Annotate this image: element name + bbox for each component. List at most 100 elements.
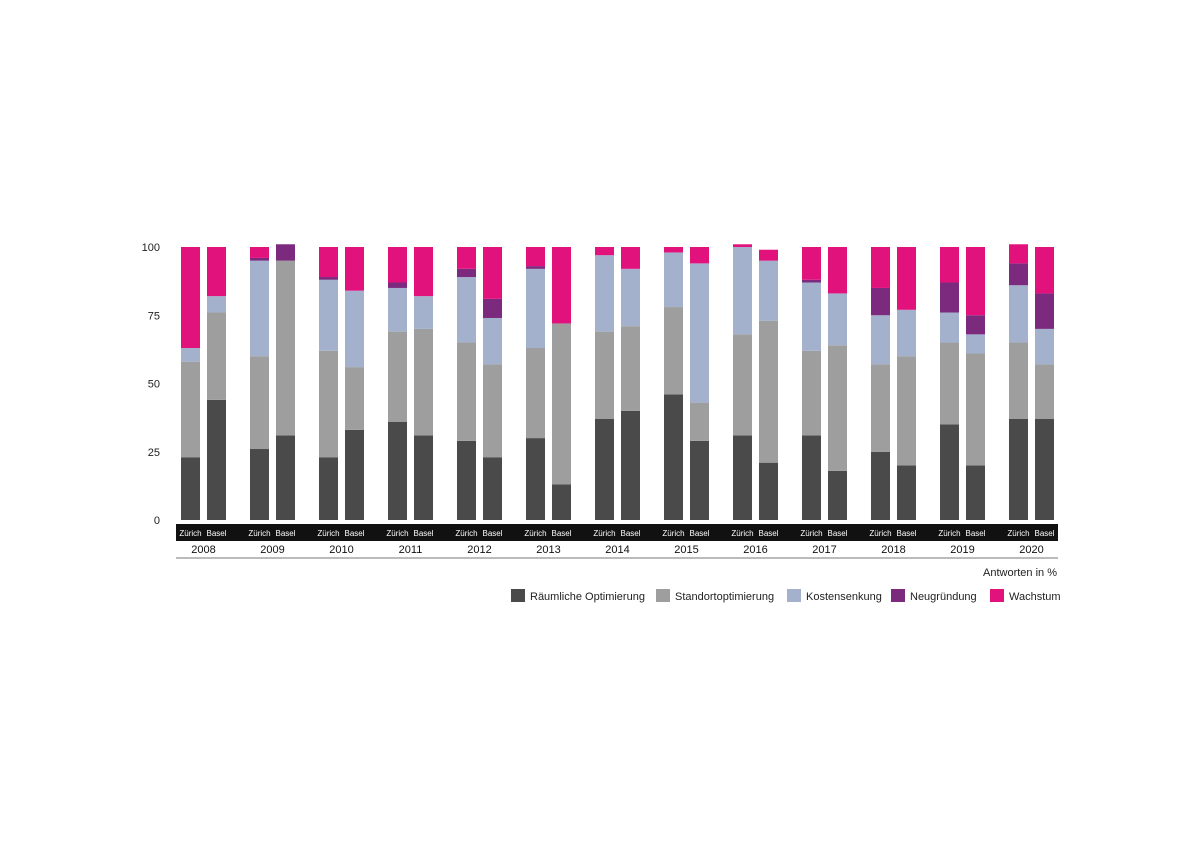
- bar-segment: [759, 249, 778, 261]
- bar-segment: [457, 277, 476, 343]
- bar-segment: [1009, 418, 1028, 520]
- bar-segment: [483, 298, 502, 318]
- category-label: Basel: [758, 529, 778, 538]
- bar-segment: [897, 247, 916, 310]
- bar-segment: [414, 247, 433, 297]
- bar-segment: [388, 287, 407, 332]
- category-label: Basel: [965, 529, 985, 538]
- bar-segment: [276, 244, 295, 261]
- legend-label: Wachstum: [1009, 591, 1061, 603]
- bar-segment: [733, 244, 752, 247]
- bar-segment: [319, 457, 338, 520]
- bar-segment: [940, 312, 959, 343]
- bar-segment: [871, 287, 890, 316]
- bar-segment: [595, 255, 614, 332]
- bar-segment: [1035, 247, 1054, 294]
- bar-segment: [828, 470, 847, 520]
- category-labels: Zürich Basel Zürich Basel Zürich Basel Zürich B…: [179, 529, 1054, 538]
- bar-segment: [940, 282, 959, 313]
- legend-swatch: [990, 589, 1004, 602]
- bar-segment: [388, 421, 407, 520]
- bar-segment: [871, 247, 890, 288]
- bar-segment: [897, 356, 916, 466]
- bar-segment: [664, 252, 683, 308]
- category-label: Basel: [827, 529, 847, 538]
- bar-segment: [526, 247, 545, 267]
- bar-segment: [345, 247, 364, 291]
- bar-segment: [871, 315, 890, 365]
- category-label: Zürich: [386, 529, 408, 538]
- bar-segment: [664, 247, 683, 253]
- category-label: Zürich: [869, 529, 891, 538]
- category-label: Zürich: [179, 529, 201, 538]
- category-label: Zürich: [524, 529, 546, 538]
- category-label: Basel: [344, 529, 364, 538]
- category-label: Zürich: [938, 529, 960, 538]
- legend-label: Neugründung: [910, 591, 977, 603]
- year-label: 2012: [467, 544, 491, 556]
- category-label: Basel: [689, 529, 709, 538]
- bar-segment: [457, 247, 476, 269]
- bar-segment: [319, 247, 338, 278]
- bar-segment: [414, 296, 433, 329]
- bar-segment: [966, 334, 985, 354]
- bar-segment: [552, 247, 571, 324]
- bar-segment: [1035, 328, 1054, 365]
- bar-segment: [276, 260, 295, 436]
- bar-segment: [802, 435, 821, 520]
- bar-segment: [690, 402, 709, 441]
- bar-segment: [759, 260, 778, 321]
- bar-segment: [940, 342, 959, 425]
- bar-segment: [897, 309, 916, 357]
- bar-segment: [388, 282, 407, 288]
- y-tick-label: 25: [148, 447, 160, 459]
- bar-segment: [1009, 263, 1028, 286]
- category-label: Basel: [413, 529, 433, 538]
- category-label: Zürich: [1007, 529, 1029, 538]
- bar-segment: [966, 353, 985, 466]
- category-label: Basel: [275, 529, 295, 538]
- year-label: 2019: [950, 544, 974, 556]
- year-label: 2015: [674, 544, 698, 556]
- year-label: 2013: [536, 544, 560, 556]
- year-label: 2018: [881, 544, 905, 556]
- y-tick-label: 100: [142, 242, 160, 254]
- bar-segment: [871, 451, 890, 520]
- bar-segment: [966, 315, 985, 335]
- bar-segment: [457, 440, 476, 520]
- bar-segment: [966, 247, 985, 316]
- bar-segment: [595, 418, 614, 520]
- category-label: Zürich: [731, 529, 753, 538]
- category-label: Zürich: [593, 529, 615, 538]
- year-label: 2014: [605, 544, 629, 556]
- bar-segment: [828, 247, 847, 294]
- bar-segment: [345, 290, 364, 368]
- bar-segment: [526, 268, 545, 349]
- bar-segment: [319, 350, 338, 458]
- category-label: Basel: [620, 529, 640, 538]
- legend-swatch: [656, 589, 670, 602]
- bar-segment: [733, 435, 752, 520]
- bar-segment: [207, 399, 226, 520]
- bar-segment: [621, 268, 640, 327]
- legend: Räumliche Optimierung Standortoptimierung…: [511, 589, 1061, 603]
- bar-segment: [802, 247, 821, 280]
- bar-segment: [940, 424, 959, 520]
- y-tick-label: 0: [154, 515, 160, 527]
- bar-segment: [457, 342, 476, 441]
- bar-segment: [1009, 342, 1028, 419]
- bar-segment: [345, 367, 364, 430]
- category-label: Zürich: [800, 529, 822, 538]
- bar-segment: [250, 260, 269, 357]
- bar-segment: [181, 361, 200, 458]
- bar-segment: [759, 462, 778, 520]
- bars-area: [181, 244, 1054, 520]
- bar-segment: [207, 247, 226, 297]
- bar-segment: [690, 263, 709, 403]
- unit-note: Antworten in %: [983, 567, 1057, 579]
- category-label: Zürich: [317, 529, 339, 538]
- bar-segment: [414, 328, 433, 436]
- bar-segment: [483, 317, 502, 365]
- category-label: Zürich: [455, 529, 477, 538]
